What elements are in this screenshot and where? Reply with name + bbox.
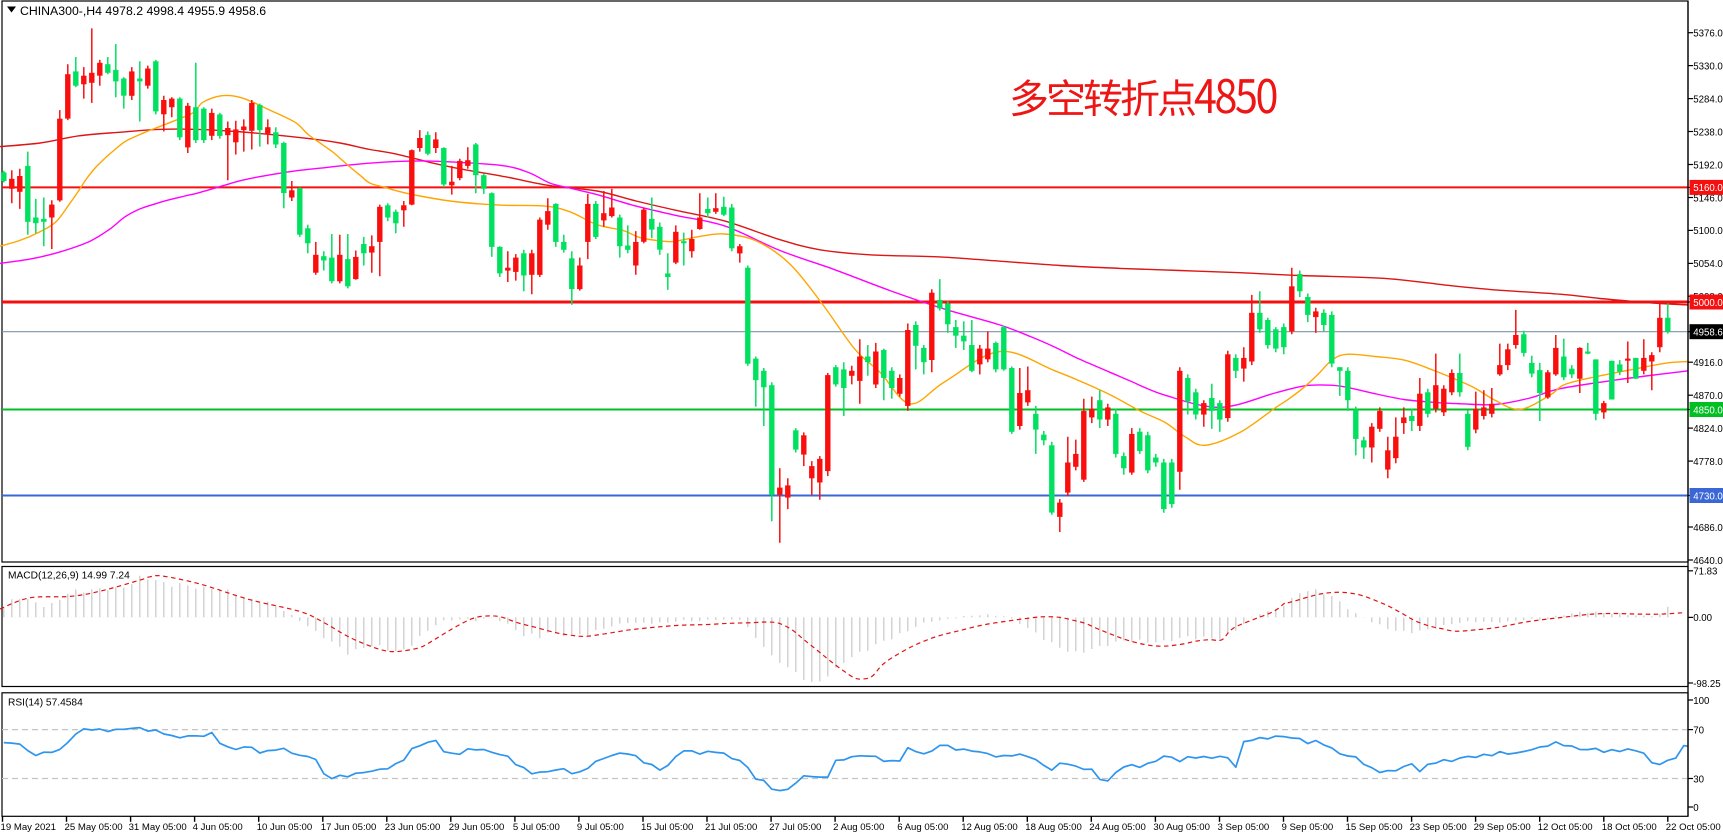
svg-text:29 Jun 05:00: 29 Jun 05:00 xyxy=(449,822,504,833)
svg-text:MACD(12,26,9) 14.99 7.24: MACD(12,26,9) 14.99 7.24 xyxy=(8,571,130,582)
svg-text:5100.0: 5100.0 xyxy=(1693,226,1723,237)
svg-text:71.83: 71.83 xyxy=(1693,567,1717,578)
svg-text:19 May 2021: 19 May 2021 xyxy=(1,822,56,833)
svg-text:4730.0: 4730.0 xyxy=(1693,491,1723,502)
svg-text:23 Sep 05:00: 23 Sep 05:00 xyxy=(1410,822,1467,833)
svg-text:4850.0: 4850.0 xyxy=(1693,405,1723,416)
svg-text:5376.0: 5376.0 xyxy=(1693,29,1723,40)
svg-text:6 Aug 05:00: 6 Aug 05:00 xyxy=(897,822,948,833)
svg-text:31 May 05:00: 31 May 05:00 xyxy=(129,822,187,833)
svg-text:4640.0: 4640.0 xyxy=(1693,556,1723,567)
svg-text:5 Jul 05:00: 5 Jul 05:00 xyxy=(513,822,560,833)
svg-text:29 Sep 05:00: 29 Sep 05:00 xyxy=(1474,822,1531,833)
svg-text:15 Jul 05:00: 15 Jul 05:00 xyxy=(641,822,693,833)
svg-text:9 Jul 05:00: 9 Jul 05:00 xyxy=(577,822,624,833)
svg-text:5000.0: 5000.0 xyxy=(1693,298,1723,309)
svg-text:27 Jul 05:00: 27 Jul 05:00 xyxy=(769,822,821,833)
svg-text:0: 0 xyxy=(1693,803,1699,814)
svg-text:30: 30 xyxy=(1693,774,1704,785)
svg-text:24 Aug 05:00: 24 Aug 05:00 xyxy=(1089,822,1146,833)
svg-text:4824.0: 4824.0 xyxy=(1693,424,1723,435)
svg-text:100: 100 xyxy=(1693,696,1710,707)
svg-text:12 Aug 05:00: 12 Aug 05:00 xyxy=(961,822,1018,833)
svg-text:10 Jun 05:00: 10 Jun 05:00 xyxy=(257,822,312,833)
svg-text:21 Jul 05:00: 21 Jul 05:00 xyxy=(705,822,757,833)
svg-text:23 Jun 05:00: 23 Jun 05:00 xyxy=(385,822,440,833)
svg-text:5192.0: 5192.0 xyxy=(1693,160,1723,171)
svg-text:CHINA300-,H4 4978.2 4998.4 49: CHINA300-,H4 4978.2 4998.4 4955.9 4958.6 xyxy=(20,4,266,18)
svg-text:17 Jun 05:00: 17 Jun 05:00 xyxy=(321,822,376,833)
svg-text:5054.0: 5054.0 xyxy=(1693,259,1723,270)
svg-text:5160.0: 5160.0 xyxy=(1693,183,1723,194)
svg-text:18 Oct 05:00: 18 Oct 05:00 xyxy=(1602,822,1657,833)
svg-text:5146.0: 5146.0 xyxy=(1693,193,1723,204)
svg-text:22 Oct 05:00: 22 Oct 05:00 xyxy=(1666,822,1721,833)
svg-text:30 Aug 05:00: 30 Aug 05:00 xyxy=(1153,822,1210,833)
svg-text:18 Aug 05:00: 18 Aug 05:00 xyxy=(1025,822,1082,833)
svg-text:4686.0: 4686.0 xyxy=(1693,523,1723,534)
svg-text:0.00: 0.00 xyxy=(1693,613,1712,624)
svg-text:15 Sep 05:00: 15 Sep 05:00 xyxy=(1346,822,1403,833)
svg-text:4916.0: 4916.0 xyxy=(1693,358,1723,369)
svg-text:5330.0: 5330.0 xyxy=(1693,61,1723,72)
svg-text:4870.0: 4870.0 xyxy=(1693,391,1723,402)
svg-text:4778.0: 4778.0 xyxy=(1693,457,1723,468)
svg-text:9 Sep 05:00: 9 Sep 05:00 xyxy=(1282,822,1334,833)
svg-text:25 May 05:00: 25 May 05:00 xyxy=(65,822,123,833)
svg-text:RSI(14) 57.4584: RSI(14) 57.4584 xyxy=(8,698,83,709)
svg-text:12 Oct 05:00: 12 Oct 05:00 xyxy=(1538,822,1593,833)
svg-text:5284.0: 5284.0 xyxy=(1693,94,1723,105)
svg-text:4958.6: 4958.6 xyxy=(1693,328,1723,339)
svg-text:70: 70 xyxy=(1693,725,1704,736)
svg-text:4 Jun 05:00: 4 Jun 05:00 xyxy=(193,822,243,833)
svg-text:2 Aug 05:00: 2 Aug 05:00 xyxy=(833,822,884,833)
svg-text:5238.0: 5238.0 xyxy=(1693,127,1723,138)
svg-text:-98.25: -98.25 xyxy=(1693,679,1720,690)
svg-text:3 Sep 05:00: 3 Sep 05:00 xyxy=(1218,822,1270,833)
